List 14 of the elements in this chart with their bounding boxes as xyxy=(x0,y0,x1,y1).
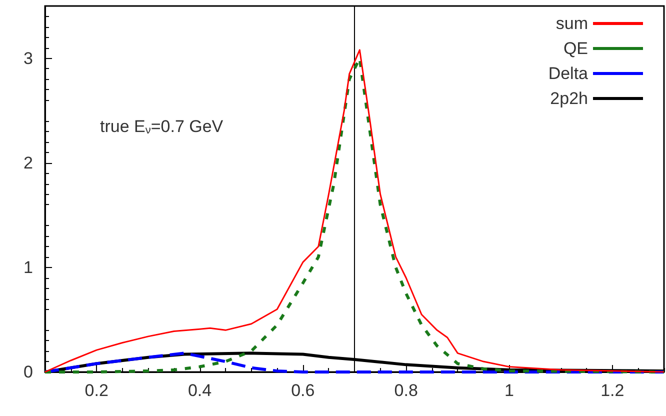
x-tick-label: 0.8 xyxy=(394,381,418,400)
y-tick-label: 3 xyxy=(24,48,33,68)
legend-label: Delta xyxy=(548,64,589,83)
legend-label: sum xyxy=(556,14,588,33)
x-tick-label: 0.2 xyxy=(84,381,108,400)
x-tick-label: 0.4 xyxy=(188,381,212,400)
y-tick-label: 1 xyxy=(24,258,33,277)
x-tick-label: 0.6 xyxy=(291,381,315,400)
x-tick-label: 1 xyxy=(504,381,514,400)
legend-label: QE xyxy=(563,39,588,58)
y-tick-label: 0 xyxy=(24,362,33,382)
y-tick-label: 2 xyxy=(24,153,33,172)
legend-label: 2p2h xyxy=(550,89,588,108)
x-tick-label: 1.2 xyxy=(600,381,624,400)
